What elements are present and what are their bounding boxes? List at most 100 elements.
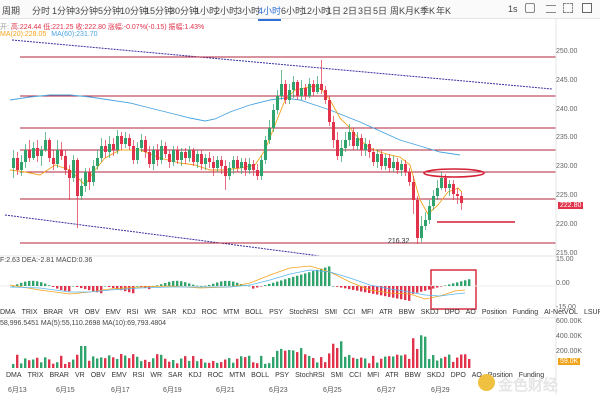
candle xyxy=(60,142,63,160)
indicator-tab[interactable]: KDJ xyxy=(182,309,196,316)
indicator-tab[interactable]: BOLL xyxy=(245,309,264,316)
volume-bar xyxy=(456,357,459,368)
macd-bar xyxy=(392,286,395,298)
indicator-tab[interactable]: LSUR xyxy=(583,309,600,316)
period-tab-3[interactable]: 3分钟 xyxy=(75,6,99,16)
indicator-tab[interactable]: BBW xyxy=(398,309,415,316)
period-tab-5[interactable]: 10分钟 xyxy=(120,6,149,16)
period-tab-19[interactable]: 月K xyxy=(405,6,421,16)
volume-bar xyxy=(148,361,151,368)
period-tab-8[interactable]: 1小时 xyxy=(195,6,219,16)
indicator-tab[interactable]: MTM xyxy=(223,309,240,316)
indicator-tab[interactable]: CCI xyxy=(349,372,362,379)
indicator-tab[interactable]: StochRSI xyxy=(289,309,319,316)
period-tab-11[interactable]: 4小时 xyxy=(258,6,282,21)
period-tab-16[interactable]: 3日 xyxy=(358,6,373,16)
period-tab-12[interactable]: 6小时 xyxy=(281,6,305,16)
indicator-tab[interactable]: BOLL xyxy=(251,372,270,379)
indicator-tab[interactable]: Funding xyxy=(512,309,539,316)
indicator-tab[interactable]: RSI xyxy=(126,309,139,316)
indicator-tab[interactable]: MTM xyxy=(229,372,246,379)
indicator-tab[interactable]: TRIX xyxy=(27,372,44,379)
indicator-tab[interactable]: WR xyxy=(150,372,163,379)
period-tab-20[interactable]: 季K xyxy=(420,6,436,16)
indicator-tab[interactable]: KDJ xyxy=(188,372,202,379)
indicator-tab[interactable]: AO xyxy=(465,309,476,316)
indicator-tab[interactable]: OBV xyxy=(90,372,106,379)
indicator-tab[interactable]: StochRSI xyxy=(295,372,325,379)
candle xyxy=(172,146,175,166)
macd-bar xyxy=(228,280,231,286)
macd-bar xyxy=(64,286,67,291)
indicator-tab[interactable]: DPO xyxy=(450,372,466,379)
indicator-tab[interactable]: MFI xyxy=(361,309,374,316)
indicator-tab[interactable]: SMI xyxy=(330,372,344,379)
period-tab-21[interactable]: 年K xyxy=(436,6,452,16)
indicator-tab[interactable]: ATR xyxy=(385,372,399,379)
period-tab-6[interactable]: 15分钟 xyxy=(145,6,174,16)
indicator-tab[interactable]: AI-NetVOL xyxy=(544,309,578,316)
candle xyxy=(148,146,151,168)
period-tab-17[interactable]: 5日 xyxy=(373,6,388,16)
indicator-tab[interactable]: ROC xyxy=(201,309,218,316)
candle xyxy=(168,150,171,168)
indicator-tab[interactable]: Position xyxy=(487,372,513,379)
indicator-tab[interactable]: MFI xyxy=(367,372,380,379)
indicator-tab[interactable]: TRIX xyxy=(21,309,38,316)
indicator-tab[interactable]: DMA xyxy=(6,372,22,379)
volume-bar xyxy=(32,359,35,368)
indicator-tab[interactable]: CCI xyxy=(343,309,356,316)
period-tab-9[interactable]: 2小时 xyxy=(215,6,239,16)
period-tab-4[interactable]: 5分钟 xyxy=(98,6,122,16)
indicator-tab[interactable]: AO xyxy=(471,372,482,379)
macd-bar xyxy=(412,286,415,294)
indicator-tab[interactable]: RSI xyxy=(132,372,145,379)
indicator-tab[interactable]: EMV xyxy=(105,309,121,316)
macd-bar xyxy=(212,283,215,286)
macd-bar xyxy=(448,284,451,286)
indicator-tab[interactable]: OBV xyxy=(84,309,100,316)
indicator-tab[interactable]: SAR xyxy=(162,309,177,316)
period-tab-13[interactable]: 12小时 xyxy=(302,6,331,16)
ma60-value: MA(60):231.70 xyxy=(51,31,98,38)
period-tab-10[interactable]: 3小时 xyxy=(237,6,261,16)
macd-bar xyxy=(432,286,435,289)
indicator-tab[interactable]: EMV xyxy=(111,372,127,379)
fullscreen-icon[interactable] xyxy=(582,3,592,13)
period-tab-14[interactable]: 1日 xyxy=(327,6,342,16)
indicator-tab[interactable]: BBW xyxy=(404,372,421,379)
indicator-tab[interactable]: Position xyxy=(481,309,507,316)
indicator-tab[interactable]: DPO xyxy=(444,309,460,316)
period-tab-18[interactable]: 周K xyxy=(390,6,406,16)
candle xyxy=(216,156,219,172)
indicator-tab[interactable]: ATR xyxy=(379,309,393,316)
period-tab-0[interactable]: 周期 xyxy=(2,6,21,16)
indicator-tab[interactable]: SAR xyxy=(168,372,183,379)
settings-icon[interactable] xyxy=(525,3,535,13)
indicator-tab[interactable]: ROC xyxy=(207,372,224,379)
period-tab-22[interactable]: 1s xyxy=(508,4,518,14)
indicator-tab[interactable]: BRAR xyxy=(43,309,63,316)
indicator-tab[interactable]: BRAR xyxy=(49,372,69,379)
indicator-tab[interactable]: VR xyxy=(74,372,85,379)
indicator-tab[interactable]: DMA xyxy=(0,309,16,316)
period-tab-1[interactable]: 分时 xyxy=(32,6,51,16)
indicator-tab[interactable]: WR xyxy=(144,309,157,316)
indicator-tab[interactable]: PSY xyxy=(275,372,290,379)
candle xyxy=(228,162,231,180)
grid-icon[interactable] xyxy=(563,3,573,13)
indicator-tab[interactable]: SKDJ xyxy=(426,372,445,379)
indicator-tab[interactable]: PSY xyxy=(269,309,284,316)
indicator-tab[interactable]: SKDJ xyxy=(420,309,439,316)
candle xyxy=(412,176,415,214)
period-tab-2[interactable]: 1分钟 xyxy=(52,6,76,16)
list-icon[interactable] xyxy=(546,5,556,13)
indicator-tab[interactable]: SMI xyxy=(324,309,338,316)
indicator-tab[interactable]: VR xyxy=(68,309,79,316)
period-tab-7[interactable]: 30分钟 xyxy=(170,6,199,16)
volume-bar xyxy=(164,358,167,368)
period-tab-15[interactable]: 2日 xyxy=(343,6,358,16)
volume-bar xyxy=(92,356,95,368)
indicator-tab[interactable]: Funding xyxy=(518,372,545,379)
